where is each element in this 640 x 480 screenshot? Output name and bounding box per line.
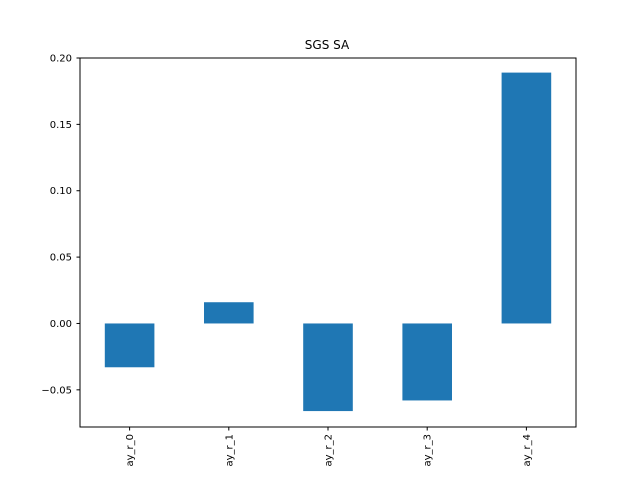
bar-ay_r_3 <box>402 323 452 401</box>
x-tick-label: ay_r_0 <box>125 434 136 467</box>
y-tick-label: 0.05 <box>50 253 72 264</box>
bar-ay_r_1 <box>204 302 254 324</box>
chart-title: SGS SA <box>305 38 350 52</box>
y-tick-label: 0.00 <box>50 319 72 330</box>
x-tick-label: ay_r_3 <box>423 434 434 467</box>
y-tick-label: 0.20 <box>50 54 72 65</box>
x-tick-label: ay_r_1 <box>224 434 235 467</box>
x-axis: ay_r_0 ay_r_1 ay_r_2 ay_r_3 ay_r_4 <box>125 427 533 467</box>
x-tick-label: ay_r_4 <box>522 434 533 467</box>
x-tick-label: ay_r_2 <box>324 434 335 467</box>
y-axis: −0.05 0.00 0.05 0.10 0.15 0.20 <box>41 54 80 396</box>
plot-frame <box>79 57 577 428</box>
bar-ay_r_4 <box>501 72 552 324</box>
y-tick-label: 0.15 <box>50 120 72 131</box>
bar-ay_r_0 <box>104 323 155 368</box>
y-tick-label: −0.05 <box>41 385 72 396</box>
bars-group <box>104 72 552 412</box>
bar-ay_r_2 <box>303 323 353 412</box>
y-tick-label: 0.10 <box>50 186 72 197</box>
